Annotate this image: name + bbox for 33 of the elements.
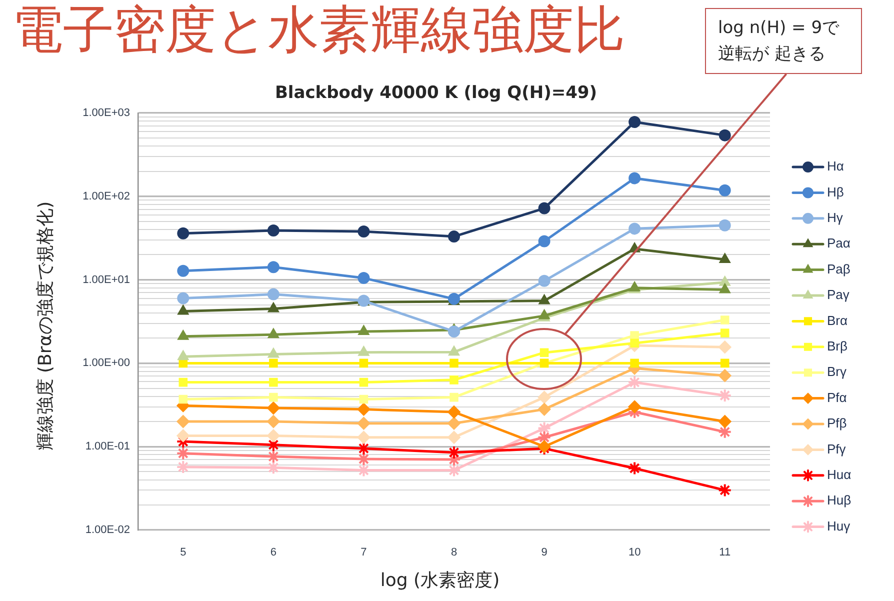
legend-label: Huβ bbox=[827, 492, 852, 508]
text: log n(H) = 9で逆転が 起きる bbox=[718, 17, 840, 66]
legend-label: Huγ bbox=[827, 518, 851, 534]
chart-subtitle: Blackbody 40000 K (log Q(H)=49) bbox=[274, 83, 598, 103]
x-tick-label: 9 bbox=[541, 546, 548, 559]
y-tick-label: 1.00E+03 bbox=[82, 107, 130, 120]
x-tick-label: 11 bbox=[719, 546, 731, 559]
x-tick-label: 10 bbox=[628, 546, 641, 559]
y-tick-label: 1.00E+00 bbox=[82, 357, 130, 370]
legend-label: Pfγ bbox=[827, 441, 846, 456]
y-tick-label: 1.00E+01 bbox=[82, 274, 130, 286]
x-tick-label: 7 bbox=[360, 546, 367, 559]
legend-label: Paα bbox=[827, 236, 851, 251]
x-tick-label: 6 bbox=[270, 546, 276, 559]
legend-label: Pfα bbox=[827, 390, 848, 405]
x-axis-title: log (水素密度) bbox=[380, 569, 500, 592]
chart-title: 電子密度と水素輝線強度比 bbox=[12, 0, 625, 62]
legend-label: Hγ bbox=[827, 210, 844, 225]
legend-label: Huα bbox=[827, 466, 852, 482]
x-tick-label: 5 bbox=[180, 546, 186, 559]
y-axis-title: 輝線強度 (Brαの強度で規格化) bbox=[34, 201, 57, 451]
legend-label: Brα bbox=[827, 312, 848, 328]
y-tick-label: 1.00E-02 bbox=[85, 524, 130, 536]
y-tick-label: 1.00E+02 bbox=[82, 190, 130, 202]
legend-label: Brγ bbox=[827, 364, 847, 380]
legend-label: Paβ bbox=[827, 261, 850, 276]
legend-label: Hβ bbox=[827, 184, 844, 200]
legend-label: Paγ bbox=[827, 287, 850, 302]
legend-label: Pfβ bbox=[827, 416, 847, 431]
x-tick-label: 8 bbox=[450, 546, 458, 559]
legend-label: Hα bbox=[827, 158, 844, 174]
legend-label: Brβ bbox=[827, 338, 848, 354]
y-tick-label: 1.00E-01 bbox=[85, 440, 130, 453]
